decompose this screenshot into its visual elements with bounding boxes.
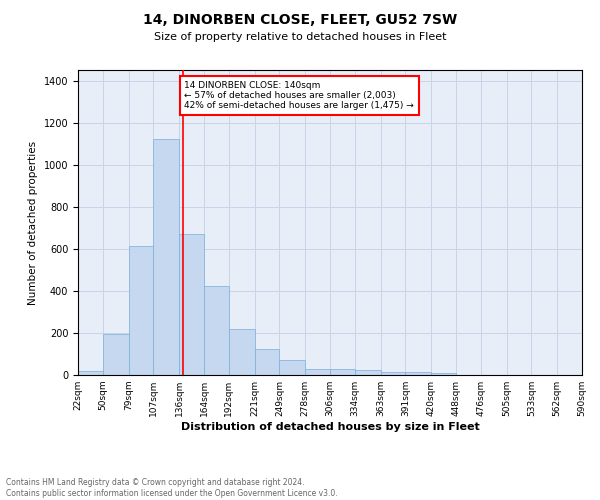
Bar xyxy=(355,370,380,375)
Bar xyxy=(103,334,128,375)
X-axis label: Distribution of detached houses by size in Fleet: Distribution of detached houses by size … xyxy=(181,422,479,432)
Bar xyxy=(330,369,355,375)
Bar xyxy=(254,348,280,375)
Bar xyxy=(179,234,204,375)
Y-axis label: Number of detached properties: Number of detached properties xyxy=(28,140,38,304)
Bar xyxy=(280,360,305,375)
Bar xyxy=(128,246,154,375)
Text: 14 DINORBEN CLOSE: 140sqm
← 57% of detached houses are smaller (2,003)
42% of se: 14 DINORBEN CLOSE: 140sqm ← 57% of detac… xyxy=(184,80,414,110)
Text: Size of property relative to detached houses in Fleet: Size of property relative to detached ho… xyxy=(154,32,446,42)
Bar xyxy=(204,286,229,375)
Text: Contains HM Land Registry data © Crown copyright and database right 2024.
Contai: Contains HM Land Registry data © Crown c… xyxy=(6,478,338,498)
Bar xyxy=(229,328,254,375)
Text: 14, DINORBEN CLOSE, FLEET, GU52 7SW: 14, DINORBEN CLOSE, FLEET, GU52 7SW xyxy=(143,12,457,26)
Bar xyxy=(305,369,330,375)
Bar xyxy=(431,373,456,375)
Bar xyxy=(78,371,103,375)
Bar xyxy=(380,372,406,375)
Bar xyxy=(154,140,179,375)
Bar xyxy=(406,372,431,375)
